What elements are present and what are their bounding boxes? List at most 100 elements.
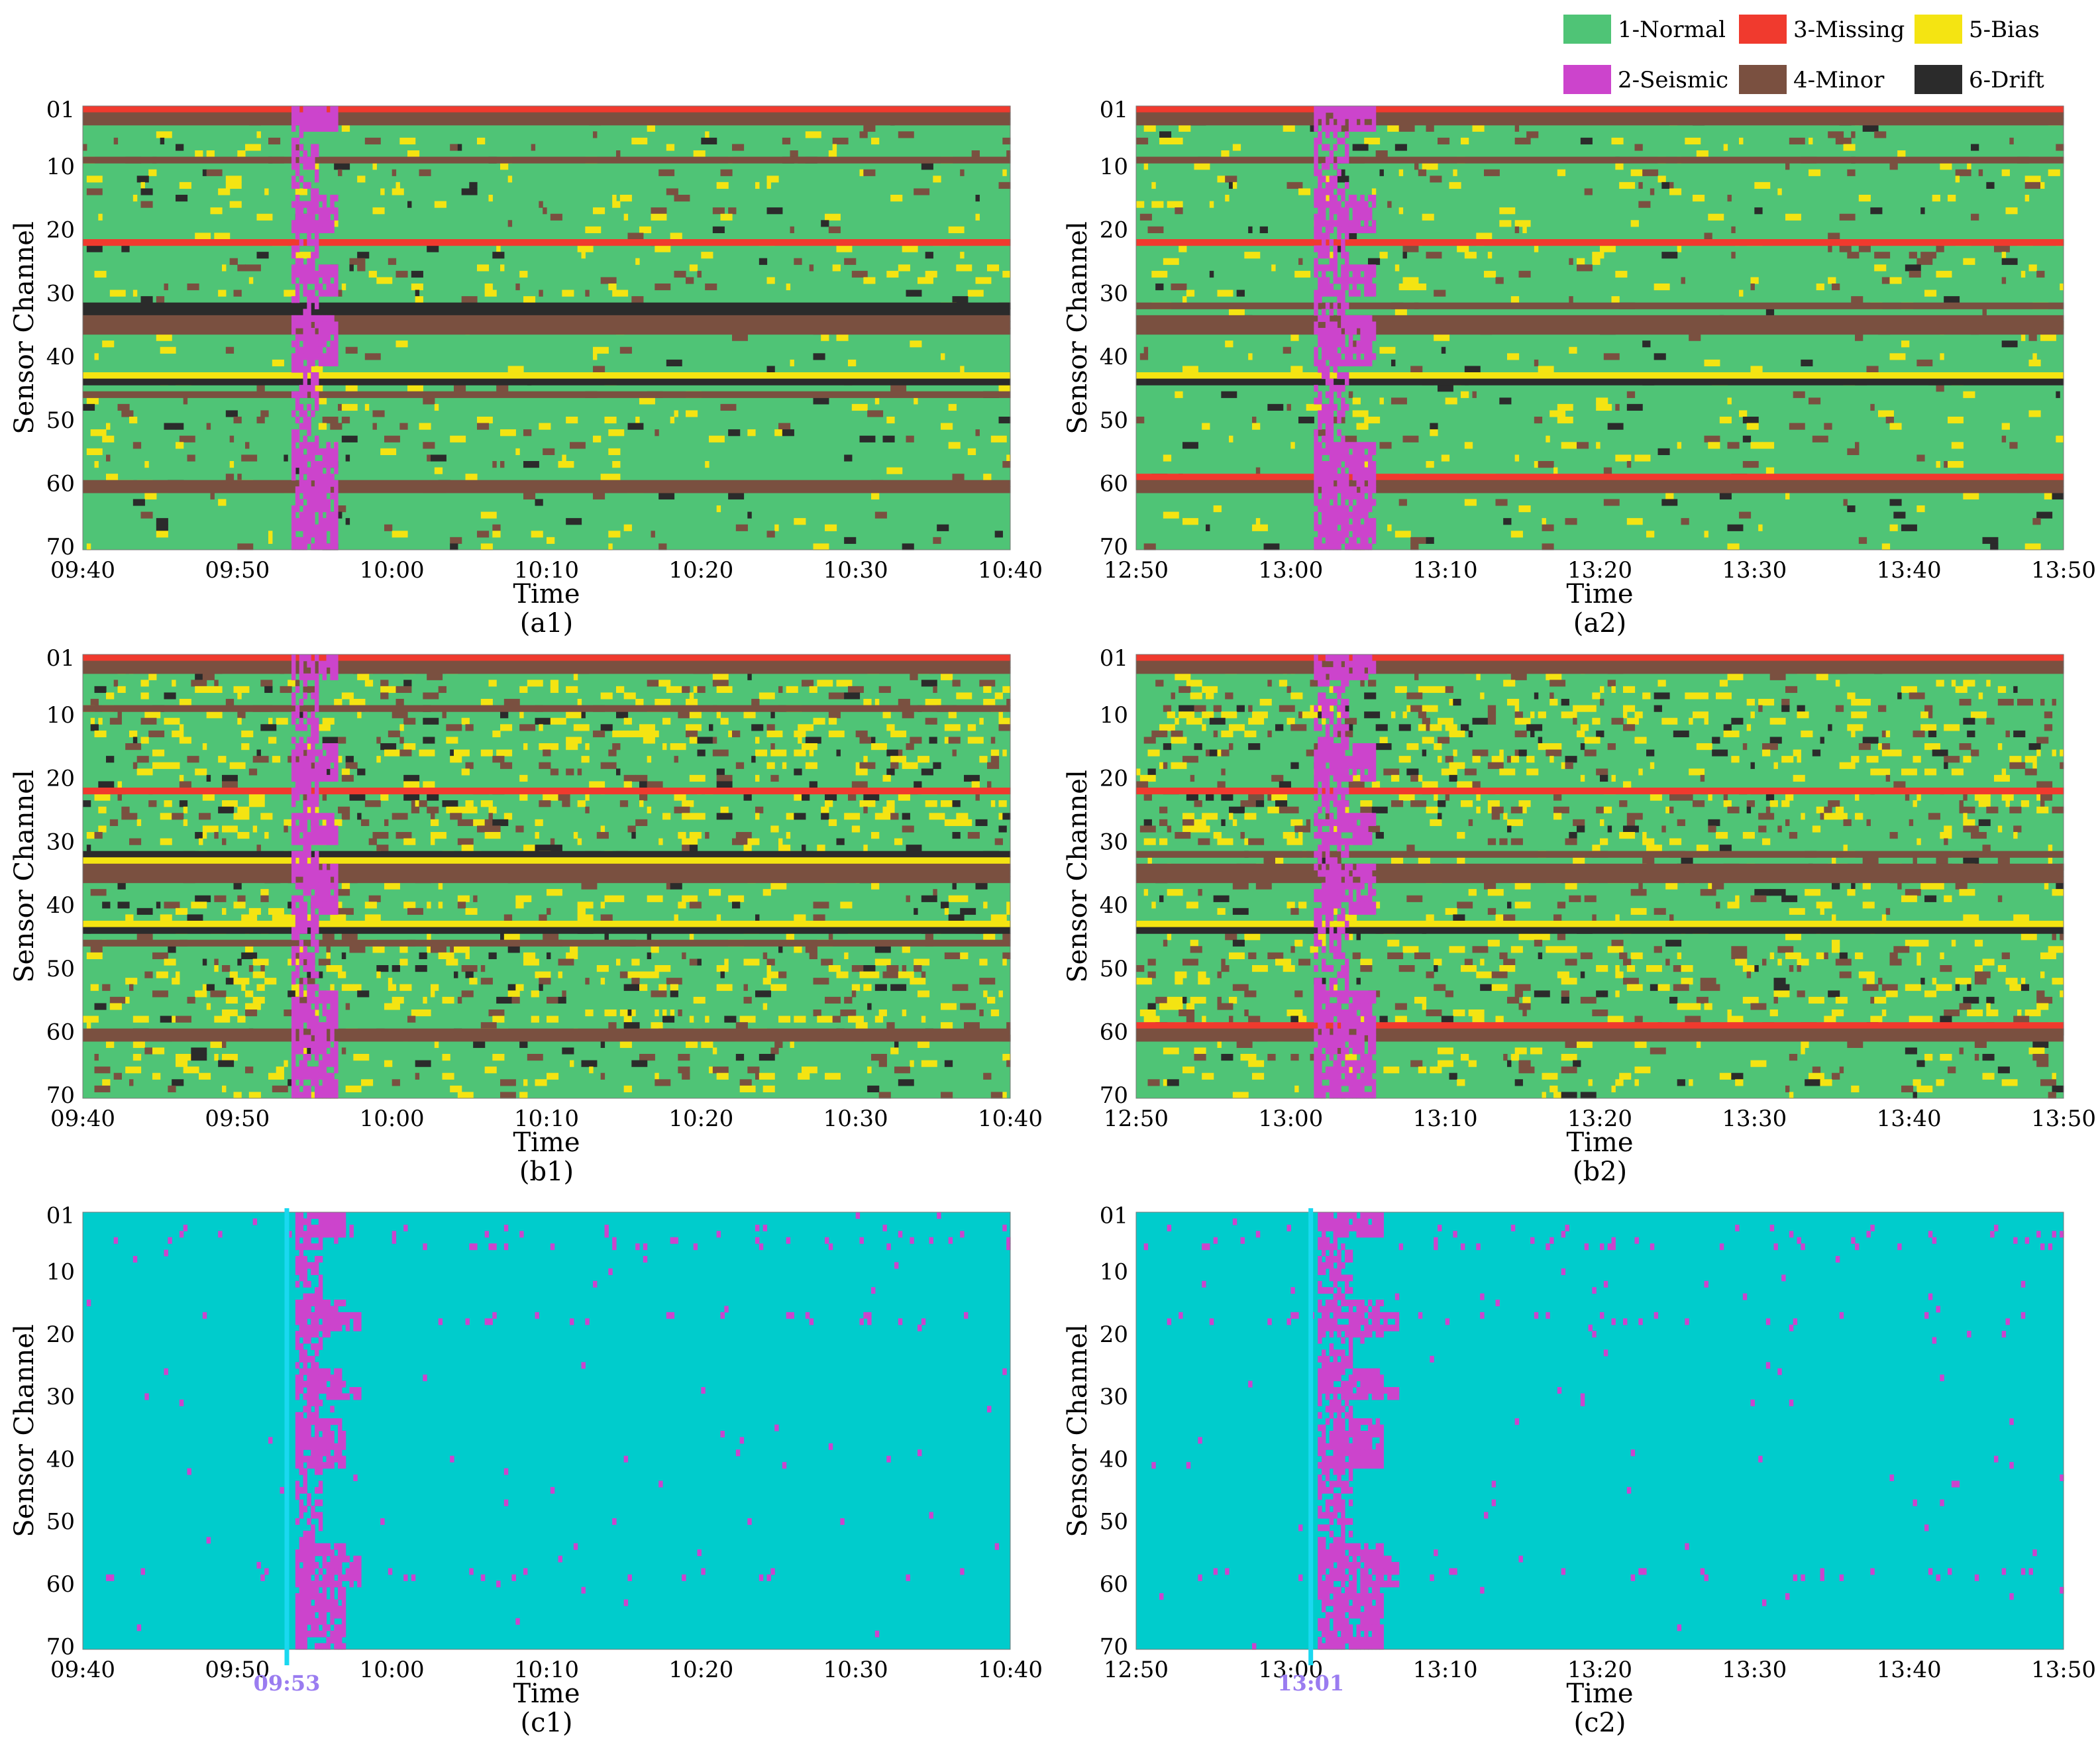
anomaly-cell (1546, 435, 1550, 442)
anomaly-cell (855, 768, 868, 776)
anomaly-cell (156, 749, 165, 756)
seismic-cell (1371, 486, 1377, 493)
seismic-cell (330, 832, 335, 839)
anomaly-cell (164, 958, 176, 966)
seismic-cell (299, 239, 304, 246)
anomaly-cell (295, 188, 307, 195)
seismic-cell (326, 832, 331, 839)
seismic-cell (315, 119, 319, 126)
seismic-cell (291, 531, 296, 538)
seismic-cell (334, 359, 339, 367)
seismic-cell (322, 1047, 327, 1055)
anomaly-cell (214, 958, 219, 966)
anomaly-cell (1252, 423, 1261, 430)
anomaly-cell (1916, 258, 1933, 265)
anomaly-cell (503, 933, 520, 941)
seismic-cell (326, 825, 331, 833)
seismic-cell (1337, 296, 1341, 303)
anomaly-cell (766, 762, 775, 769)
anomaly-cell (1553, 467, 1558, 474)
anomaly-cell (515, 984, 524, 991)
anomaly-cell (1948, 417, 1964, 424)
anomaly-cell (1006, 1060, 1011, 1067)
anomaly-cell (1615, 454, 1632, 462)
anomaly-cell (1561, 946, 1569, 953)
anomaly-cell (1893, 781, 1906, 788)
seismic-cell (295, 359, 300, 367)
anomaly-cell (252, 756, 269, 763)
anomaly-cell (222, 774, 238, 782)
anomaly-cell (415, 289, 420, 297)
anomaly-cell (1557, 403, 1573, 411)
seismic-cell (1341, 442, 1345, 449)
seismic-cell (307, 119, 311, 126)
anomaly-cell (805, 946, 817, 953)
anomaly-cell (144, 1047, 153, 1055)
anomaly-cell (1878, 705, 1887, 712)
anomaly-cell (2021, 933, 2037, 941)
seismic-cell (307, 996, 311, 1004)
anomaly-cell (1449, 946, 1465, 953)
anomaly-cell (678, 743, 686, 751)
band-minor (1136, 328, 2064, 335)
seismic-cell (1360, 321, 1365, 329)
band-missing (83, 239, 1011, 246)
seismic-cell (326, 870, 331, 877)
anomaly-cell (1360, 958, 1373, 966)
seismic-cell (315, 284, 319, 291)
anomaly-cell (1654, 705, 1662, 712)
anomaly-cell (1356, 423, 1369, 430)
seismic-cell (311, 328, 315, 335)
seismic-cell (295, 284, 300, 291)
seismic-cell (1337, 156, 1341, 164)
seismic-cell (334, 749, 339, 756)
anomaly-cell (662, 1015, 675, 1023)
anomaly-cell (86, 176, 103, 183)
anomaly-cell (944, 1060, 953, 1067)
anomaly-cell (241, 952, 258, 960)
anomaly-cell (1685, 137, 1701, 145)
anomaly-cell (330, 914, 346, 921)
anomaly-cell (666, 686, 682, 694)
seismic-cell (315, 245, 319, 252)
seismic-cell (318, 220, 323, 227)
anomaly-cell (1731, 252, 1736, 259)
anomaly-cell (1449, 762, 1465, 769)
seismic-cell (1345, 264, 1349, 272)
seismic-cell (1333, 403, 1338, 411)
seismic-cell (1329, 334, 1334, 341)
anomaly-cell (318, 724, 331, 731)
seismic-cell (1322, 403, 1326, 411)
anomaly-cell (1746, 724, 1752, 731)
anomaly-cell (136, 176, 149, 183)
seismic-cell (1352, 531, 1357, 538)
anomaly-cell (1862, 125, 1879, 132)
seismic-cell (295, 366, 300, 373)
anomaly-cell (1661, 717, 1678, 725)
anomaly-cell (1449, 730, 1465, 738)
seismic-cell (1325, 543, 1330, 550)
anomaly-cell (1352, 144, 1369, 151)
anomaly-cell (202, 743, 207, 751)
anomaly-cell (1765, 794, 1775, 801)
anomaly-cell (90, 429, 107, 437)
seismic-cell (334, 461, 339, 468)
anomaly-cell (450, 543, 458, 550)
anomaly-cell (477, 825, 490, 833)
seismic-cell (1356, 346, 1361, 354)
seismic-cell (1322, 334, 1326, 341)
seismic-cell (1356, 353, 1361, 360)
seismic-cell (1314, 264, 1318, 272)
anomaly-cell (345, 1085, 362, 1093)
anomaly-cell (334, 163, 350, 170)
anomaly-cell (566, 518, 582, 525)
anomaly-cell (794, 1015, 806, 1023)
seismic-cell (330, 201, 335, 208)
anomaly-cell (1495, 277, 1504, 284)
seismic-cell (307, 518, 311, 525)
seismic-cell (1360, 461, 1365, 468)
anomaly-cell (156, 334, 172, 341)
seismic-cell (307, 264, 311, 272)
y-axis-label: Sensor Channel (9, 770, 40, 982)
anomaly-cell (547, 1072, 559, 1080)
